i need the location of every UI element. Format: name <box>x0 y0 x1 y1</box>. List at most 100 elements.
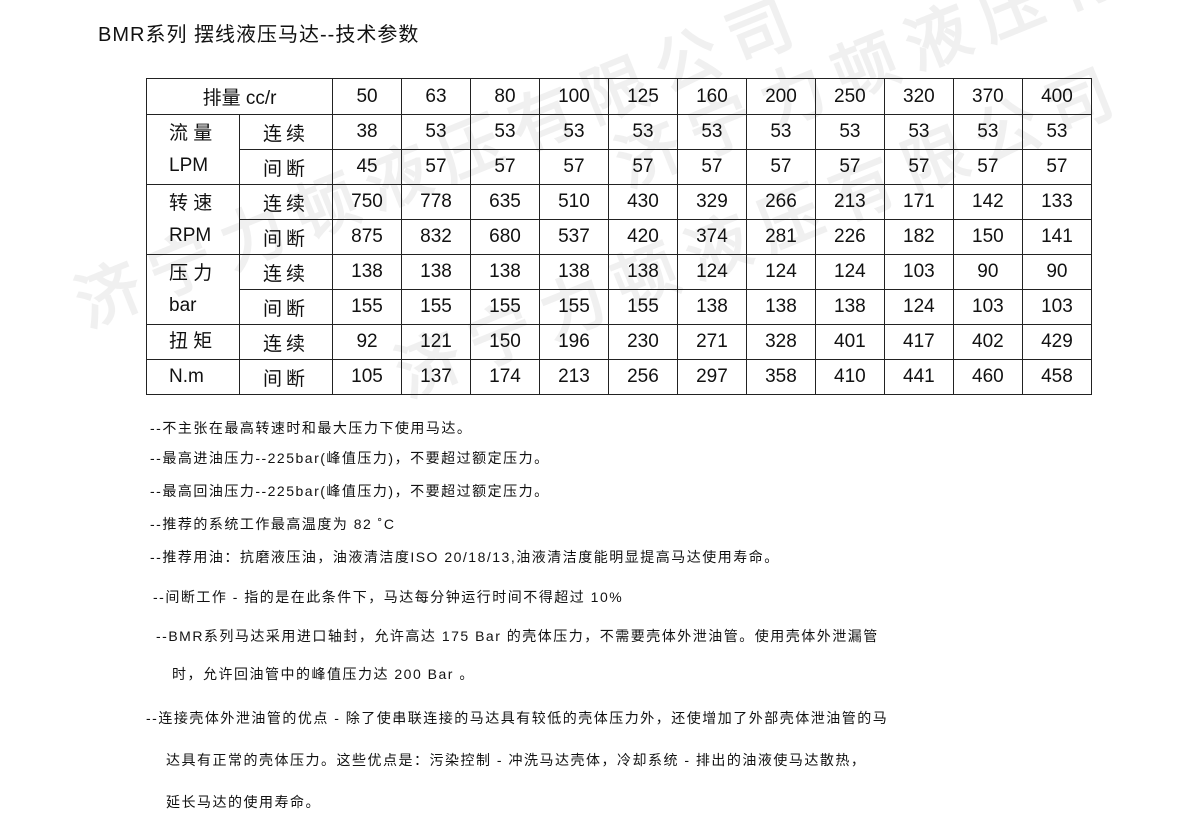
table-row: 间断 155 155 155 155 155 138 138 138 124 103 103 <box>147 289 1093 325</box>
value-cell: 358 <box>745 359 816 395</box>
displacement-header: 63 <box>401 78 471 115</box>
note-line: 延长马达的使用寿命。 <box>166 794 321 810</box>
note-line: --不主张在最高转速时和最大压力下使用马达。 <box>150 420 473 436</box>
value-cell: 213 <box>814 184 885 220</box>
displacement-header: 80 <box>469 78 540 115</box>
value-cell: 138 <box>676 289 747 325</box>
note-line: --BMR系列马达采用进口轴封，允许高达 175 Bar 的壳体压力，不需要壳体… <box>156 628 879 644</box>
value-cell: 138 <box>332 254 402 290</box>
table-row: N.m 间断 105 137 174 213 256 297 358 410 441 460 458 <box>146 359 1093 395</box>
value-cell: 103 <box>1021 289 1093 325</box>
value-cell: 124 <box>676 254 747 290</box>
value-cell: 420 <box>607 219 678 255</box>
value-cell: 155 <box>538 289 609 325</box>
value-cell: 57 <box>401 149 471 185</box>
value-cell: 133 <box>1021 184 1093 220</box>
value-cell: 142 <box>952 184 1023 220</box>
group-label: 流 量 LPM <box>146 114 240 185</box>
group-label: 转 速 RPM <box>146 184 240 255</box>
value-cell: 832 <box>401 219 471 255</box>
value-cell: 297 <box>676 359 747 395</box>
value-cell: 417 <box>883 324 954 360</box>
value-cell: 138 <box>538 254 609 290</box>
displacement-header: 100 <box>538 78 609 115</box>
group-name: 压 力 <box>169 262 213 284</box>
value-cell: 271 <box>676 324 747 360</box>
value-cell: 141 <box>1021 219 1093 255</box>
value-cell: 226 <box>814 219 885 255</box>
value-cell: 121 <box>401 324 471 360</box>
value-cell: 53 <box>676 114 747 150</box>
group-label: 压 力 bar <box>146 254 240 325</box>
mode-label: 间断 <box>238 289 334 325</box>
value-cell: 374 <box>676 219 747 255</box>
value-cell: 53 <box>745 114 816 150</box>
value-cell: 53 <box>469 114 540 150</box>
value-cell: 137 <box>401 359 471 395</box>
value-cell: 171 <box>883 184 954 220</box>
value-cell: 124 <box>745 254 816 290</box>
group-label: 扭 矩 <box>146 324 240 360</box>
value-cell: 256 <box>607 359 678 395</box>
header-row: 排量 cc/r 50 63 80 100 125 160 200 250 320 370 400 <box>145 78 1093 115</box>
note-line: --最高回油压力--225bar(峰值压力)，不要超过额定压力。 <box>150 483 550 499</box>
value-cell: 458 <box>1021 359 1093 395</box>
table-row: 扭 矩连续 92 121 150 196 230 271 328 401 417 402 429 <box>146 324 1093 360</box>
value-cell: 57 <box>952 149 1023 185</box>
value-cell: 38 <box>332 114 402 150</box>
value-cell: 138 <box>469 254 540 290</box>
value-cell: 57 <box>1021 149 1093 185</box>
value-cell: 778 <box>401 184 471 220</box>
value-cell: 103 <box>952 289 1023 325</box>
value-cell: 53 <box>401 114 471 150</box>
value-cell: 750 <box>332 184 402 220</box>
group-name: 转 速 <box>169 192 213 214</box>
table-row: 转 速 RPM 连续 750 778 635 510 430 329 266 213 171 142 13… <box>146 184 1093 255</box>
page-title: BMR系列 摆线液压马达--技术参数 <box>98 24 420 46</box>
value-cell: 138 <box>745 289 816 325</box>
value-cell: 90 <box>1021 254 1093 290</box>
value-cell: 537 <box>538 219 609 255</box>
value-cell: 124 <box>814 254 885 290</box>
value-cell: 138 <box>607 254 678 290</box>
displacement-header: 160 <box>676 78 747 115</box>
value-cell: 90 <box>952 254 1023 290</box>
value-cell: 53 <box>607 114 678 150</box>
mode-label: 间断 <box>238 149 334 185</box>
value-cell: 92 <box>332 324 402 360</box>
value-cell: 53 <box>883 114 954 150</box>
value-cell: 430 <box>607 184 678 220</box>
value-cell: 230 <box>607 324 678 360</box>
value-cell: 460 <box>952 359 1023 395</box>
value-cell: 57 <box>538 149 609 185</box>
mode-label: 间断 <box>238 359 334 395</box>
group-name: 流 量 <box>169 122 213 144</box>
note-line: --推荐的系统工作最高温度为 82 ˚C <box>150 516 396 532</box>
value-cell: 441 <box>883 359 954 395</box>
note-line: --间断工作 - 指的是在此条件下，马达每分钟运行时间不得超过 10% <box>153 589 624 605</box>
value-cell: 155 <box>332 289 402 325</box>
table-row: 间断 875 832 680 537 420 374 281 226 182 150 141 <box>147 219 1093 255</box>
value-cell: 57 <box>814 149 885 185</box>
table-row: 间断 45 57 57 57 57 57 57 57 57 57 57 <box>147 149 1093 185</box>
value-cell: 402 <box>952 324 1023 360</box>
value-cell: 635 <box>469 184 540 220</box>
table-row: 压 力 bar 连续 138 138 138 138 138 124 124 124 103 90 90 <box>146 254 1093 325</box>
value-cell: 57 <box>883 149 954 185</box>
value-cell: 213 <box>538 359 609 395</box>
value-cell: 196 <box>538 324 609 360</box>
mode-label: 间断 <box>238 219 334 255</box>
value-cell: 53 <box>538 114 609 150</box>
value-cell: 57 <box>469 149 540 185</box>
spec-table: 排量 cc/r 50 63 80 100 125 160 200 250 320 370 400 流 量… <box>145 78 1093 395</box>
value-cell: 266 <box>745 184 816 220</box>
value-cell: 105 <box>332 359 402 395</box>
group-unit: LPM <box>169 154 209 176</box>
value-cell: 174 <box>469 359 540 395</box>
value-cell: 138 <box>401 254 471 290</box>
displacement-header: 125 <box>607 78 678 115</box>
value-cell: 103 <box>883 254 954 290</box>
value-cell: 138 <box>814 289 885 325</box>
displacement-header: 400 <box>1021 78 1093 115</box>
table-row: 流 量 LPM 连续 38 53 53 53 53 53 53 53 53 53 53 <box>146 114 1093 185</box>
